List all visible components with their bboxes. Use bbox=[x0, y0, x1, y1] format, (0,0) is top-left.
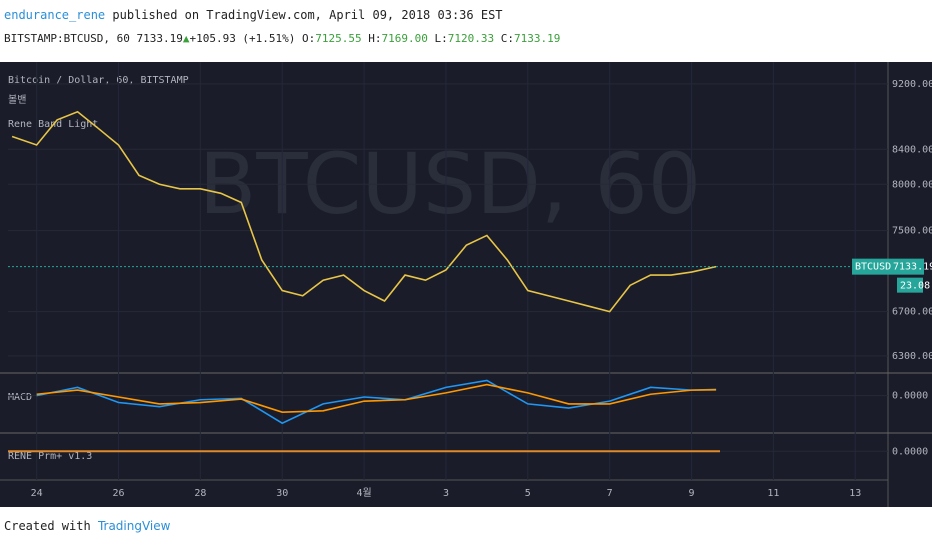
l: 7120.33 bbox=[447, 32, 495, 45]
x-tick-label: 9 bbox=[689, 488, 695, 499]
price-tag-value: 7133.19 bbox=[893, 262, 932, 273]
y-tick-label: 9200.00 bbox=[892, 79, 932, 90]
footer: Created with TradingView bbox=[4, 519, 170, 533]
price-tag bbox=[852, 258, 924, 275]
last: 7133.19 bbox=[136, 32, 183, 45]
change: +105.93 (+1.51%) bbox=[189, 32, 296, 45]
series-line bbox=[11, 110, 717, 313]
created: Created with bbox=[4, 519, 91, 533]
h: 7169.00 bbox=[381, 32, 428, 45]
published: published on TradingView.com, April 09, … bbox=[112, 8, 503, 22]
y-tick-label: 0.0000 bbox=[892, 391, 928, 402]
x-tick-label: 30 bbox=[276, 488, 288, 499]
x-tick-label: 7 bbox=[607, 488, 613, 499]
x-tick-label: 13 bbox=[849, 488, 861, 499]
pane-title: RENE Prm+ v1.3 bbox=[8, 451, 92, 462]
x-tick-label: 26 bbox=[112, 488, 124, 499]
countdown-tag bbox=[897, 277, 923, 293]
y-tick-label: 6300.00 bbox=[892, 351, 932, 362]
h-label: H: bbox=[368, 32, 382, 45]
header: endurance_rene published on TradingView.… bbox=[4, 8, 503, 22]
brand[interactable]: TradingView bbox=[97, 519, 171, 533]
chart-title: Bitcoin / Dollar, 60, BITSTAMP bbox=[8, 75, 189, 86]
y-tick-label: 6700.00 bbox=[892, 307, 932, 318]
x-tick-label: 5 bbox=[525, 488, 531, 499]
y-tick-label: 8400.00 bbox=[892, 144, 932, 155]
c-label: C: bbox=[500, 32, 514, 45]
y-tick-label: 8000.00 bbox=[892, 179, 932, 190]
author[interactable]: endurance_rene bbox=[4, 8, 106, 22]
c: 7133.19 bbox=[514, 32, 561, 45]
x-tick-label: 3 bbox=[443, 488, 449, 499]
ticker: BITSTAMP:BTCUSD, 60 7133.19▲+105.93 (+1.… bbox=[4, 32, 561, 45]
x-tick-label: 24 bbox=[31, 488, 43, 499]
o-label: O: bbox=[302, 32, 316, 45]
pane-title: MACD bbox=[8, 392, 32, 403]
countdown: 23.08 bbox=[900, 281, 930, 292]
x-tick-label: 4월 bbox=[356, 487, 371, 499]
series-line bbox=[36, 379, 717, 425]
price-tag-name: BTCUSD bbox=[855, 262, 891, 273]
symbol: BITSTAMP:BTCUSD, 60 bbox=[4, 32, 130, 45]
y-tick-label: 7500.00 bbox=[892, 226, 932, 237]
y-tick-label: 0.0000 bbox=[892, 446, 928, 457]
x-tick-label: 28 bbox=[194, 488, 206, 499]
o: 7125.55 bbox=[315, 32, 362, 45]
series-line bbox=[36, 383, 717, 413]
x-tick-label: 11 bbox=[767, 488, 779, 499]
indicator-label: 볼밴 bbox=[8, 94, 26, 106]
chart-bg bbox=[0, 62, 932, 507]
l-label: L: bbox=[434, 32, 448, 45]
